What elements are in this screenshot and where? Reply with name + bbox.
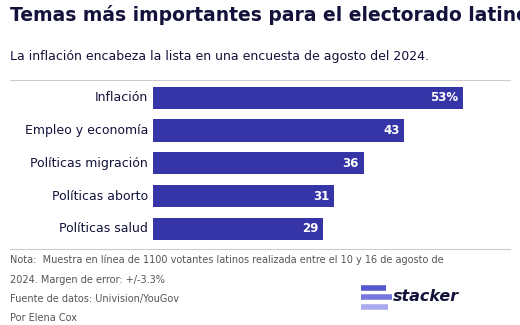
Bar (153, 86, 463, 109)
Text: 53%: 53% (430, 91, 458, 104)
Bar (153, 218, 323, 240)
Text: Por Elena Cox: Por Elena Cox (10, 313, 77, 323)
Text: Políticas migración: Políticas migración (31, 157, 148, 170)
Text: 36: 36 (343, 157, 359, 170)
Bar (153, 152, 363, 175)
Text: Fuente de datos: Univision/YouGov: Fuente de datos: Univision/YouGov (10, 294, 179, 304)
Text: La inflación encabeza la lista en una encuesta de agosto del 2024.: La inflación encabeza la lista en una en… (10, 50, 430, 63)
Text: Inflación: Inflación (95, 91, 148, 104)
Text: 2024. Margen de error: +/-3.3%: 2024. Margen de error: +/-3.3% (10, 275, 165, 285)
Text: 29: 29 (302, 222, 318, 235)
Text: 43: 43 (383, 124, 400, 137)
Text: Empleo y economía: Empleo y economía (25, 124, 148, 137)
Text: Nota:  Muestra en línea de 1100 votantes latinos realizada entre el 10 y 16 de a: Nota: Muestra en línea de 1100 votantes … (10, 254, 444, 265)
Text: Políticas salud: Políticas salud (59, 222, 148, 235)
Bar (153, 119, 405, 142)
Text: Políticas aborto: Políticas aborto (52, 189, 148, 203)
Bar (153, 185, 334, 207)
Text: Temas más importantes para el electorado latino: Temas más importantes para el electorado… (10, 5, 520, 25)
Text: stacker: stacker (393, 289, 459, 304)
Text: 31: 31 (314, 189, 330, 203)
